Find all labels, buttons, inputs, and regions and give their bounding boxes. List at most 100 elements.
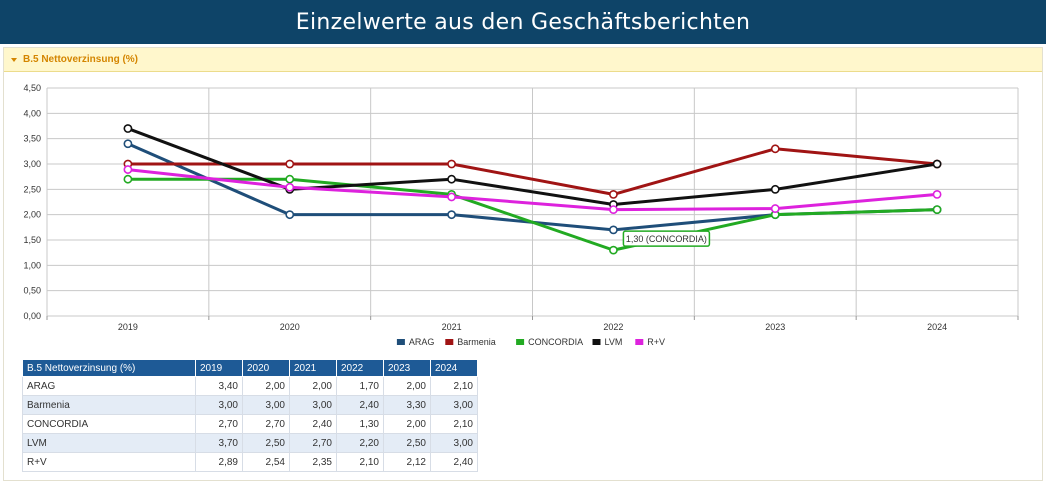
- data-point: [609, 189, 618, 199]
- x-tick-label: 2022: [603, 322, 623, 332]
- series-line: [127, 127, 938, 207]
- series-line: [127, 147, 938, 196]
- table-cell: 2,70: [195, 414, 243, 434]
- table-body: ARAG 3,40 2,00 2,00 1,70 2,00 2,10 Barmenia 3,00…: [22, 376, 478, 472]
- table-cell: 3,40: [195, 376, 243, 396]
- table-header-year: 2019: [195, 359, 243, 377]
- table-cell: 2,10: [336, 452, 384, 472]
- data-point: [447, 159, 456, 169]
- table-cell: 2,00: [383, 414, 431, 434]
- data-point: [123, 174, 133, 184]
- panel-label: B.5 Nettoverzinsung (%): [23, 54, 139, 65]
- y-tick-label: 0,00: [23, 311, 41, 321]
- table-cell: 2,12: [383, 452, 431, 472]
- table-header-year: 2022: [336, 359, 384, 377]
- data-point: [285, 174, 295, 184]
- table-cell: 1,70: [336, 376, 384, 396]
- data-point: [447, 210, 456, 220]
- data-point: [123, 124, 133, 133]
- table-cell: 2,70: [242, 414, 290, 434]
- y-tick-label: 4,00: [23, 108, 41, 118]
- table-cell: 2,89: [195, 452, 243, 472]
- x-tick-label: 2024: [927, 322, 947, 332]
- table-cell: 3,70: [195, 433, 243, 453]
- tooltip-box: [622, 230, 711, 247]
- data-point: [932, 159, 942, 169]
- legend-swatch: [635, 339, 644, 345]
- table-cell: 3,00: [195, 395, 243, 415]
- table-cell: 3,30: [383, 395, 431, 415]
- data-point: [770, 144, 780, 154]
- y-tick-label: 2,00: [23, 210, 41, 220]
- legend-swatch: [592, 339, 601, 345]
- x-tick-label: 2019: [118, 322, 138, 332]
- legend-swatch: [445, 339, 454, 345]
- series-line: [127, 168, 938, 212]
- table-cell: 2,40: [336, 395, 384, 415]
- legend-label: CONCORDIA: [528, 337, 583, 347]
- legend-swatch: [516, 339, 525, 345]
- data-point: [285, 182, 295, 192]
- table-cell: 1,30: [336, 414, 384, 434]
- y-tick-label: 2,50: [23, 184, 41, 194]
- table-cell: 2,00: [383, 376, 431, 396]
- table-header-row: B.5 Nettoverzinsung (%) 2019 2020 2021 2022 2…: [22, 359, 478, 377]
- table-cell: 2,20: [336, 433, 384, 453]
- data-point: [123, 165, 133, 174]
- table-cell: 3,00: [430, 395, 478, 415]
- table-cell: 2,50: [242, 433, 290, 453]
- row-label: ARAG: [22, 376, 196, 396]
- y-tick-label: 0,50: [23, 286, 41, 296]
- row-label: CONCORDIA: [22, 414, 196, 434]
- table-cell: 2,40: [430, 452, 478, 472]
- y-tick-label: 3,00: [23, 159, 41, 169]
- table-cell: 2,10: [430, 414, 478, 434]
- data-point: [609, 225, 618, 235]
- data-point: [932, 205, 942, 214]
- x-tick-label: 2020: [280, 322, 300, 332]
- data-point: [609, 205, 618, 214]
- row-label: Barmenia: [22, 395, 196, 415]
- table-cell: 2,40: [289, 414, 337, 434]
- panel-header[interactable]: B.5 Nettoverzinsung (%): [4, 48, 1042, 72]
- table-header-year: 2023: [383, 359, 431, 377]
- table-cell: 2,00: [242, 376, 290, 396]
- data-point: [932, 189, 942, 199]
- data-point: [447, 192, 456, 202]
- data-point: [285, 159, 295, 169]
- legend-label: ARAG: [409, 337, 435, 347]
- table-row: Barmenia 3,00 3,00 3,00 2,40 3,30 3,00: [22, 395, 478, 415]
- data-point: [770, 204, 780, 213]
- data-point: [770, 184, 780, 194]
- table-cell: 2,50: [383, 433, 431, 453]
- legend-label: R+V: [647, 337, 665, 347]
- table-cell: 2,54: [242, 452, 290, 472]
- page-title: Einzelwerte aus den Geschäftsberichten: [0, 0, 1046, 44]
- table-header-year: 2021: [289, 359, 337, 377]
- table-row: R+V 2,89 2,54 2,35 2,10 2,12 2,40: [22, 452, 478, 472]
- data-point: [123, 139, 133, 149]
- table-row: LVM 3,70 2,50 2,70 2,20 2,50 3,00: [22, 433, 478, 453]
- table-header-label: B.5 Nettoverzinsung (%): [22, 359, 196, 377]
- data-point: [285, 210, 295, 220]
- y-tick-label: 4,50: [23, 83, 41, 93]
- y-tick-label: 1,50: [23, 235, 41, 245]
- data-point: [447, 174, 456, 184]
- data-point: [609, 245, 618, 255]
- table-cell: 2,10: [430, 376, 478, 396]
- caret-down-icon[interactable]: [11, 57, 17, 62]
- x-tick-label: 2023: [765, 322, 785, 332]
- x-tick-label: 2021: [442, 322, 462, 332]
- row-label: R+V: [22, 452, 196, 472]
- y-tick-label: 1,00: [23, 260, 41, 270]
- table-cell: 3,00: [430, 433, 478, 453]
- tooltip-text: 1,30 (CONCORDIA): [626, 234, 707, 244]
- table-cell: 2,00: [289, 376, 337, 396]
- table-row: CONCORDIA 2,70 2,70 2,40 1,30 2,00 2,10: [22, 414, 478, 434]
- data-table: B.5 Nettoverzinsung (%) 2019 2020 2021 2022 2…: [22, 359, 478, 472]
- legend-label: Barmenia: [457, 337, 496, 347]
- legend-swatch: [396, 339, 405, 345]
- table-cell: 3,00: [289, 395, 337, 415]
- table-cell: 2,70: [289, 433, 337, 453]
- row-label: LVM: [22, 433, 196, 453]
